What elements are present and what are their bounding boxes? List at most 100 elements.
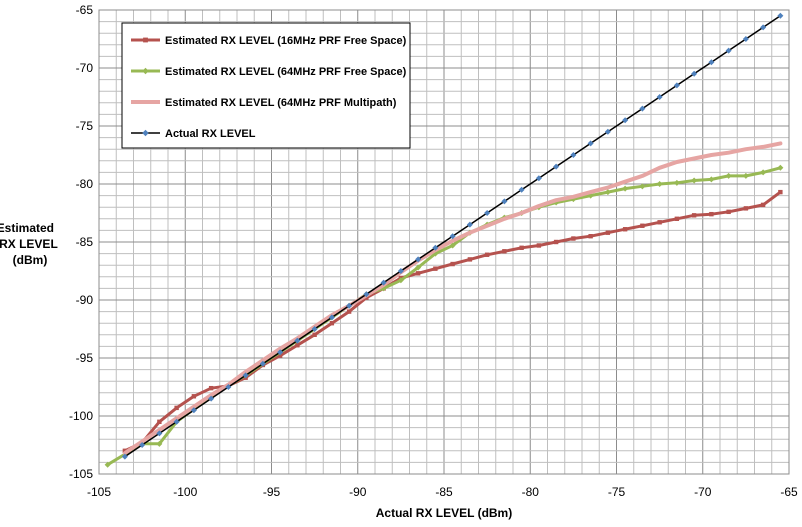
data-point	[604, 189, 611, 196]
series-4	[121, 12, 784, 460]
data-point	[466, 221, 473, 228]
data-point	[190, 407, 197, 414]
data-point	[295, 343, 300, 348]
legend-label: Estimated RX LEVEL (16MHz PRF Free Space…	[165, 35, 407, 47]
data-point	[449, 242, 456, 249]
data-point	[742, 36, 749, 42]
data-point	[328, 314, 335, 321]
x-tick-label: -80	[522, 485, 540, 499]
data-point	[415, 264, 422, 271]
series-line	[122, 141, 783, 456]
data-point	[277, 353, 283, 358]
data-point	[622, 227, 628, 232]
data-point	[415, 271, 421, 276]
legend-entry: Actual RX LEVEL	[131, 128, 256, 140]
data-point	[363, 291, 370, 298]
data-point	[725, 172, 732, 179]
data-point	[691, 213, 697, 218]
y-axis-title-line-3: (dBm)	[13, 253, 48, 267]
data-point	[640, 223, 645, 228]
data-point	[173, 418, 180, 425]
data-point	[760, 24, 767, 31]
data-point	[760, 202, 766, 208]
data-point	[708, 59, 715, 66]
data-point	[433, 266, 438, 271]
data-point	[587, 140, 594, 147]
data-point	[639, 105, 646, 112]
data-point	[484, 252, 490, 257]
x-tick-label: -75	[608, 485, 626, 499]
data-point	[502, 249, 507, 254]
data-point	[174, 405, 179, 411]
data-point	[518, 186, 525, 193]
plot-area-border	[98, 9, 790, 475]
data-point	[604, 128, 611, 135]
legend-entry: Estimated RX LEVEL (64MHz PRF Multipath)	[131, 97, 397, 109]
data-point	[157, 419, 162, 424]
x-tick-label: -90	[349, 485, 367, 499]
y-tick-label: -95	[76, 351, 94, 365]
data-point	[397, 277, 404, 284]
y-tick-label: -85	[76, 235, 94, 249]
y-axis-title-line-2: RX LEVEL	[0, 237, 58, 251]
y-tick-label: -100	[69, 409, 93, 423]
y-tick-label: -105	[69, 467, 93, 481]
series-layer	[104, 12, 784, 468]
x-tick-label: -70	[694, 485, 712, 499]
y-tick-label: -90	[76, 293, 94, 307]
data-point	[519, 245, 524, 250]
data-point	[156, 430, 163, 437]
data-point	[622, 117, 629, 124]
data-point	[432, 244, 439, 251]
data-point	[673, 82, 680, 89]
data-point	[467, 257, 473, 262]
data-point	[259, 360, 266, 367]
data-point	[673, 179, 680, 186]
data-point	[742, 172, 749, 179]
data-point	[277, 349, 284, 356]
legend-label: Estimated RX LEVEL (64MHz PRF Multipath)	[165, 97, 397, 109]
data-point	[294, 337, 301, 344]
data-point	[311, 326, 318, 332]
data-point	[691, 70, 698, 77]
series-3	[122, 141, 783, 456]
data-point	[208, 395, 215, 402]
data-point	[708, 176, 715, 183]
y-axis-title: Estimated RX LEVEL (dBm)	[0, 221, 61, 267]
data-point	[142, 129, 149, 137]
data-point	[380, 279, 387, 286]
data-point	[656, 181, 663, 187]
data-point	[571, 236, 576, 241]
x-axis-tick-labels: -105 -100 -95 -90 -85 -80 -75 -70 -65	[87, 485, 798, 499]
data-point	[656, 94, 663, 100]
x-tick-label: -105	[87, 485, 111, 499]
data-point	[760, 169, 767, 176]
data-point	[709, 211, 714, 217]
data-point	[450, 261, 455, 267]
data-point	[191, 394, 197, 399]
data-point	[104, 461, 111, 468]
legend-entry: Estimated RX LEVEL (16MHz PRF Free Space…	[131, 35, 407, 47]
data-point	[622, 185, 629, 192]
data-point	[415, 256, 422, 263]
data-point	[657, 220, 662, 225]
y-tick-label: -80	[76, 177, 94, 191]
legend: Estimated RX LEVEL (16MHz PRF Free Space…	[121, 22, 411, 149]
data-point	[346, 309, 352, 314]
data-point	[725, 47, 732, 54]
legend-label: Actual RX LEVEL	[165, 128, 256, 140]
data-point	[449, 233, 456, 240]
data-point	[777, 12, 784, 19]
data-point	[777, 164, 784, 171]
data-point	[588, 234, 593, 239]
data-point	[726, 209, 731, 215]
legend-box	[121, 22, 411, 149]
x-axis-title: Actual RX LEVEL (dBm)	[376, 506, 512, 520]
data-point	[484, 210, 491, 216]
data-point	[121, 453, 128, 460]
data-point	[535, 175, 542, 182]
data-point	[553, 163, 560, 170]
data-point	[605, 230, 611, 235]
